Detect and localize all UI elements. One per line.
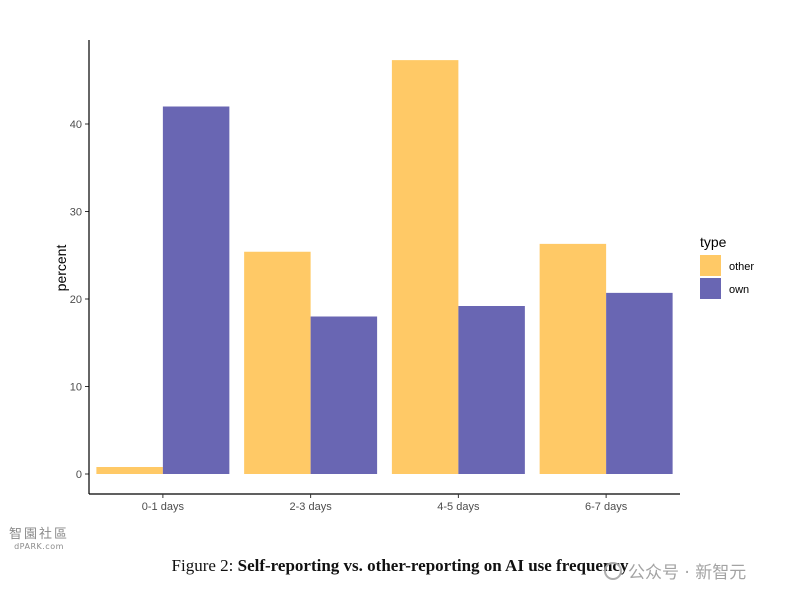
y-tick-label: 0 <box>76 469 82 481</box>
bar-other-6-7-days <box>539 243 607 474</box>
figure-caption: Figure 2: Self-reporting vs. other-repor… <box>0 556 800 576</box>
x-tick-label: 6-7 days <box>585 501 628 513</box>
y-axis-title: percent <box>53 245 69 292</box>
watermark-left-line2: dPARK.com <box>14 542 64 551</box>
bar-other-2-3-days <box>244 251 311 474</box>
watermark-left-line1: 智園社區 <box>8 527 69 542</box>
y-tick-label: 30 <box>70 207 82 219</box>
watermark-right: 公众号 · 新智元 <box>604 558 746 583</box>
y-tick-label: 10 <box>70 382 82 394</box>
legend-swatch-other <box>700 255 721 276</box>
bar-other-4-5-days <box>391 60 459 474</box>
x-tick-label: 4-5 days <box>437 501 480 513</box>
x-tick-label: 2-3 days <box>290 501 333 513</box>
watermark-right-text: 公众号 · 新智元 <box>628 563 747 583</box>
legend-swatch-own <box>700 278 721 299</box>
legend-label-own: own <box>729 284 749 296</box>
bar-own-0-1-days <box>162 106 230 474</box>
wechat-icon <box>604 561 622 580</box>
bar-own-6-7-days <box>606 292 673 474</box>
caption-text: Self-reporting vs. other-reporting on AI… <box>237 556 629 575</box>
watermark-left: 智園社區 dPARK.com <box>8 527 70 552</box>
y-axis-ticks: 0 10 20 30 40 <box>70 119 89 481</box>
bars-group <box>96 60 673 474</box>
y-tick-label: 20 <box>70 294 82 306</box>
legend-title: type <box>700 234 727 250</box>
legend: type other own <box>700 234 754 299</box>
caption-prefix: Figure 2: <box>171 556 234 575</box>
bar-own-2-3-days <box>310 316 378 474</box>
x-tick-label: 0-1 days <box>142 501 185 513</box>
x-axis-ticks: 0-1 days 2-3 days 4-5 days 6-7 days <box>142 494 628 513</box>
y-axis-title-group: percent <box>53 245 69 292</box>
bar-chart: percent 0 10 20 30 40 0-1 days 2-3 days 4-5 da… <box>53 40 754 513</box>
bar-other-0-1-days <box>96 467 163 474</box>
legend-label-other: other <box>729 261 754 273</box>
y-tick-label: 40 <box>70 119 82 131</box>
bar-own-4-5-days <box>458 306 525 474</box>
